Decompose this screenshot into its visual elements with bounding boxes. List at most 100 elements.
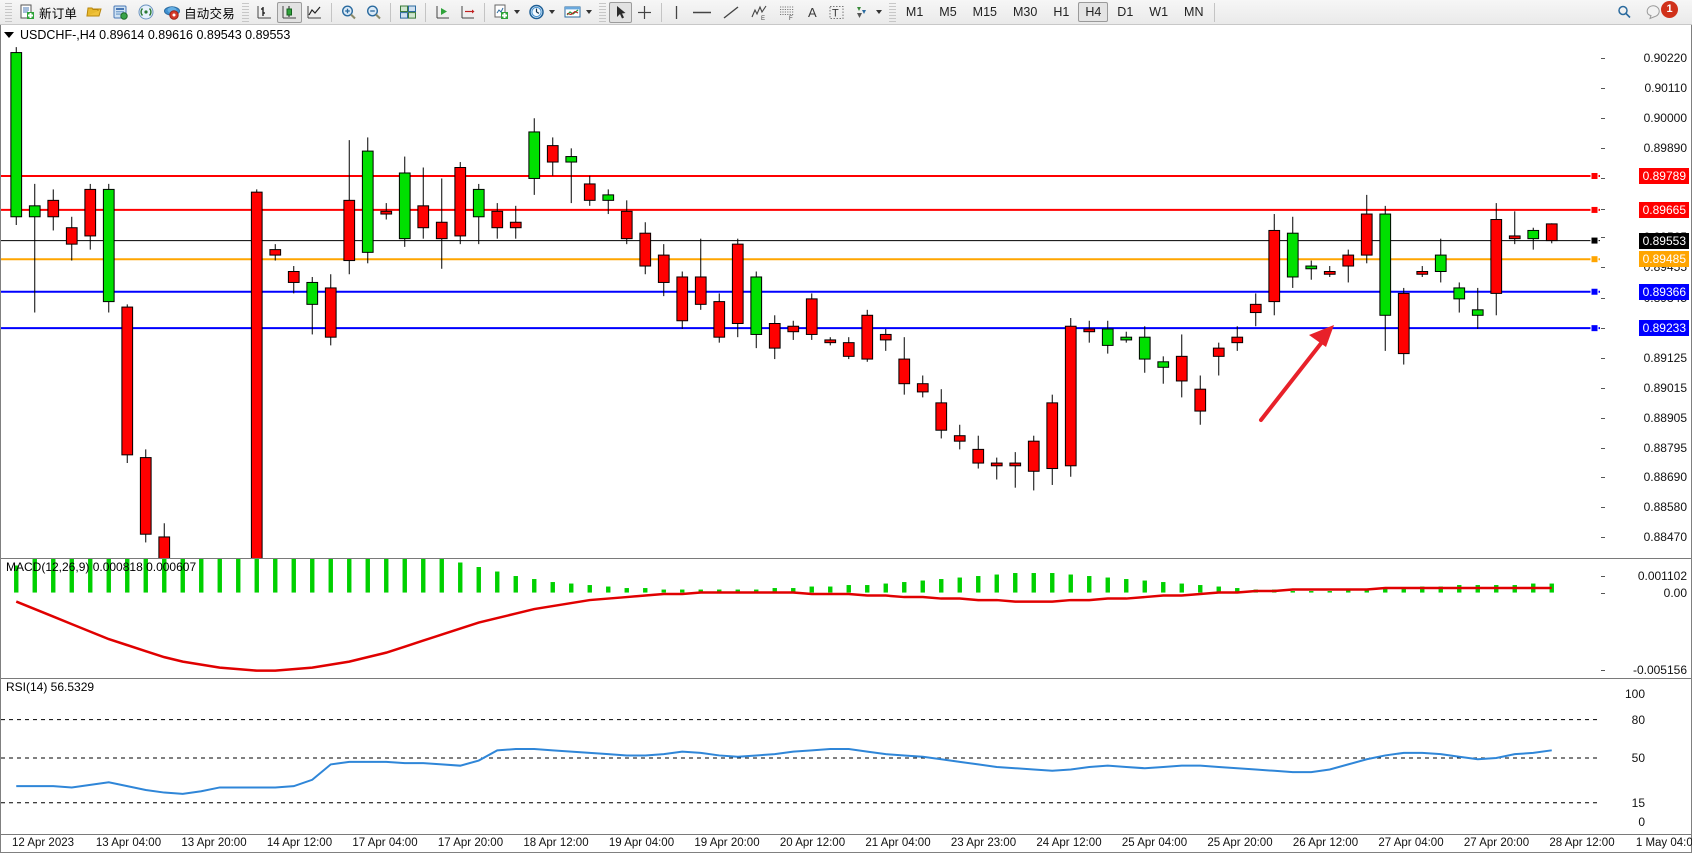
zoom-out-button[interactable] [361, 2, 386, 23]
timeframe-m30-button[interactable]: M30 [1013, 5, 1038, 19]
trendline-button[interactable] [717, 2, 745, 23]
templates-button[interactable] [559, 2, 596, 23]
symbol-header: USDCHF-,H4 0.89614 0.89616 0.89543 0.895… [4, 28, 290, 42]
elliott-wave-icon: E [751, 5, 767, 21]
text-button[interactable]: A [801, 2, 824, 23]
fibonacci-button[interactable]: F [773, 2, 801, 23]
folder-button[interactable] [81, 2, 107, 23]
toolbar-grip-4[interactable] [888, 2, 896, 22]
price-axis-label: 0.90000 [1643, 111, 1687, 126]
auto-scroll-button[interactable] [430, 2, 455, 23]
notifications-button[interactable]: 1 [1641, 0, 1682, 23]
horizontal-line-button[interactable] [687, 2, 717, 23]
macd-tick [1601, 576, 1605, 577]
new-order-button[interactable]: 新订单 [15, 2, 81, 23]
toolbar-grip-2[interactable] [241, 2, 249, 22]
rsi-plot [1, 719, 1600, 804]
time-axis-label: 25 Apr 20:00 [1207, 837, 1273, 849]
last-price-tag: 0.89553 [1638, 232, 1689, 249]
price-tick [1601, 118, 1605, 120]
timeframe-w1-button[interactable]: W1 [1149, 5, 1169, 19]
candlestick-chart-button[interactable] [276, 1, 302, 23]
signals-icon [138, 4, 154, 19]
signals-button[interactable] [133, 2, 159, 23]
price-axis-label: 0.89015 [1643, 380, 1687, 395]
price-axis-label: 0.88580 [1643, 499, 1687, 514]
zoom-out-icon [366, 4, 381, 19]
timeframe-d1-button[interactable]: D1 [1117, 5, 1134, 19]
price-tick [1601, 267, 1605, 269]
timeframe-h4-button[interactable]: H4 [1078, 2, 1109, 22]
crosshair-icon [637, 5, 651, 19]
text-icon: A [808, 5, 817, 20]
time-axis-label: 17 Apr 04:00 [352, 837, 418, 849]
macd-axis-label: 0.001102 [1637, 569, 1687, 583]
templates-icon [564, 6, 581, 17]
tile-windows-icon [399, 5, 416, 19]
line-chart-button[interactable] [302, 2, 327, 23]
bar-chart-icon [257, 5, 271, 18]
chevron-down-icon-3[interactable] [585, 10, 592, 14]
chevron-down-icon[interactable] [513, 10, 520, 14]
new-order-icon [20, 4, 34, 19]
price-tick [1601, 178, 1605, 180]
price-tick [1601, 506, 1605, 508]
timeframe-group: M1 M5 M15 M30 H1 H4 D1 W1 MN [899, 2, 1211, 22]
time-axis-label: 27 Apr 20:00 [1463, 837, 1530, 849]
timeframe-m1-button[interactable]: M1 [905, 5, 924, 19]
zoom-in-icon [341, 4, 356, 19]
timeframe-h1-button[interactable]: H1 [1053, 5, 1070, 19]
time-axis-label: 26 Apr 12:00 [1292, 837, 1359, 849]
vertical-line-button[interactable] [666, 2, 687, 23]
terminal-button[interactable] [107, 2, 133, 23]
tile-windows-button[interactable] [395, 2, 421, 23]
macd-axis-label: 0.00 [1663, 585, 1687, 600]
text-label-button[interactable]: T [824, 2, 849, 23]
candlestick-plot [1, 47, 1600, 558]
timeframe-m15-button[interactable]: M15 [972, 5, 997, 19]
crosshair-button[interactable] [632, 2, 657, 23]
macd-axis-label: -0.005156 [1632, 663, 1687, 677]
vertical-line-icon [675, 5, 678, 19]
search-icon [1618, 5, 1631, 18]
price-tick [1601, 417, 1605, 419]
periods-button[interactable] [524, 2, 559, 23]
bar-chart-button[interactable] [252, 2, 277, 23]
svg-text:A: A [808, 5, 817, 20]
elliott-wave-button[interactable]: E [745, 2, 773, 23]
cursor-button[interactable] [608, 1, 632, 23]
support-1-tag: 0.89366 [1638, 283, 1689, 300]
timeframe-m5-button[interactable]: M5 [939, 5, 957, 19]
rsi-pane[interactable]: RSI(14) 56.5329 100 80 50 15 0 [1, 678, 1691, 835]
chart-window[interactable]: USDCHF-,H4 0.89614 0.89616 0.89543 0.895… [0, 25, 1692, 853]
time-axis-label: 19 Apr 20:00 [694, 837, 760, 849]
toolbar-separator-2 [389, 2, 391, 22]
toolbar-grip[interactable] [5, 2, 12, 22]
bullish-arrow[interactable] [1259, 325, 1334, 422]
chart-shift-button[interactable] [455, 2, 480, 23]
objects-button[interactable] [849, 2, 886, 23]
macd-pane[interactable]: MACD(12,26,9) 0.000818 0.000607 0.001102… [1, 558, 1691, 678]
resistance-1-tag: 0.89789 [1638, 167, 1689, 184]
price-axis-label: 0.88470 [1643, 529, 1687, 544]
notifications-icon [1646, 5, 1660, 20]
toolbar-grip-3[interactable] [598, 2, 606, 22]
time-axis-label: 20 Apr 12:00 [779, 837, 846, 849]
macd-label: MACD(12,26,9) 0.000818 0.000607 [6, 560, 197, 574]
timeframe-mn-button[interactable]: MN [1184, 5, 1204, 19]
macd-pane-divider [1, 558, 1691, 559]
zoom-in-button[interactable] [336, 2, 361, 23]
indicators-button[interactable] [489, 2, 524, 23]
time-axis-label: 27 Apr 04:00 [1378, 837, 1444, 849]
price-pane[interactable]: 0.902200.901100.900000.898900.897800.896… [1, 25, 1691, 558]
auto-trading-icon [164, 5, 181, 20]
chevron-down-icon-2[interactable] [548, 10, 555, 14]
candlestick-chart-icon [282, 5, 296, 18]
chart-menu-icon[interactable] [4, 32, 14, 38]
toolbar-separator-5 [660, 2, 662, 22]
chevron-down-icon-4[interactable] [875, 10, 882, 14]
time-axis-label: 25 Apr 04:00 [1121, 837, 1188, 849]
auto-trading-button[interactable]: 自动交易 [159, 2, 239, 23]
search-button[interactable] [1612, 2, 1637, 23]
main-toolbar: 新订单 [0, 0, 1692, 25]
